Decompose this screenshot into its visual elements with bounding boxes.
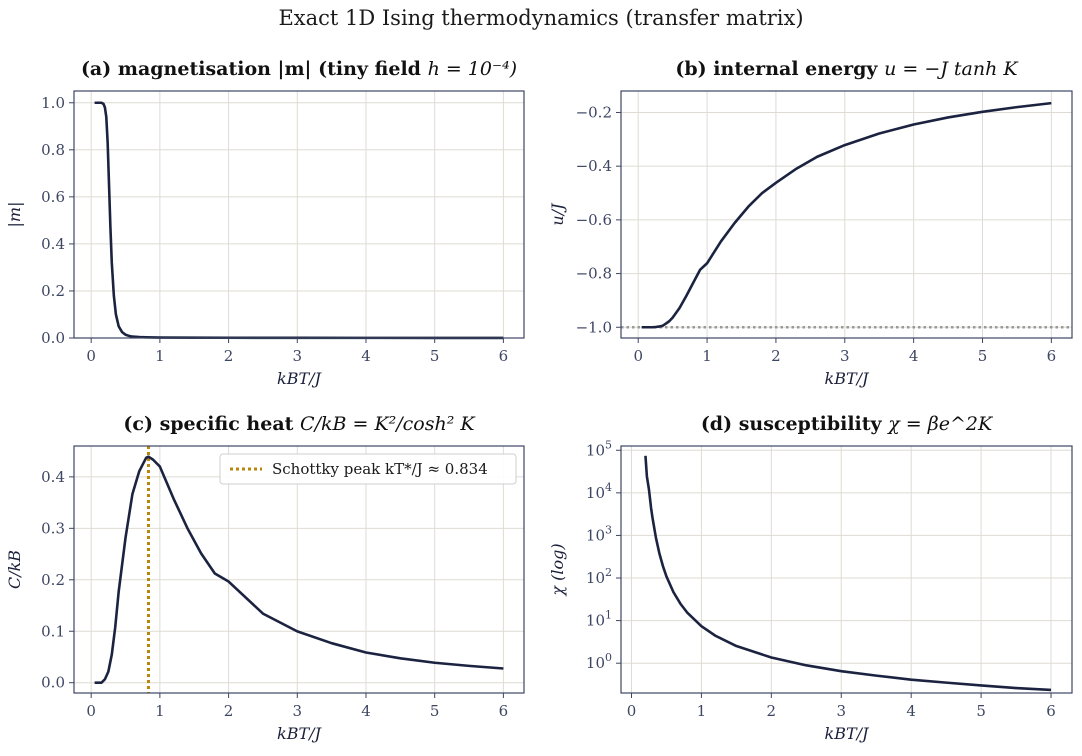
x-tick-label: 0 [86,702,96,720]
panel-b: 0 1 2 3 4 5 6 −1.0 −0.8 −0.6 −0.4 −0.2 kBT/J u/J (b) i… [548,58,1073,388]
y-axis-label: |m| [5,202,24,228]
y-axis-label: χ (log) [548,543,567,596]
x-tick-label: 4 [361,702,371,720]
x-tick-label: 1 [155,702,165,720]
x-axis-label: kBT/J [277,724,323,743]
y-tick-label: 100 [586,651,612,672]
y-tick-label: 0.4 [41,235,65,253]
y-tick-label: 103 [586,523,612,544]
y-tick-label: −0.8 [576,265,612,283]
x-tick-label: 0 [86,347,96,365]
x-tick-label: 2 [771,347,781,365]
x-tick-label: 6 [1046,702,1056,720]
y-tick-label: −0.6 [576,211,612,229]
y-tick-label: 0.8 [41,141,65,159]
x-tick-label: 3 [293,347,303,365]
x-tick-label: 3 [840,347,850,365]
x-tick-label: 1 [155,347,165,365]
x-tick-label: 5 [430,702,440,720]
y-tick-label: 0.1 [41,622,65,640]
panel-a: 0 1 2 3 4 5 6 0.0 0.2 0.4 0.6 0.8 1.0 kBT/J |m| (a) mag… [5,58,525,388]
panel-title: (c) specific heat C/kB = K²/cosh² K [123,413,476,435]
y-tick-label: 101 [586,609,612,630]
x-tick-label: 6 [1047,347,1057,365]
legend: Schottky peak kT*/J ≈ 0.834 [219,453,517,485]
x-tick-label: 4 [909,347,919,365]
series-line [644,455,1052,692]
x-tick-label: 5 [976,702,986,720]
y-tick-label: 0.2 [41,571,65,589]
x-tick-label: 3 [836,702,846,720]
y-tick-label: −0.2 [576,103,612,121]
y-axis-label: C/kB [5,550,24,589]
axes-frame [73,90,525,339]
series-line [94,101,504,340]
x-tick-label: 3 [293,702,303,720]
legend-box [219,453,517,485]
y-tick-label: 0.6 [41,188,65,206]
y-tick-label: 0.2 [41,282,65,300]
y-tick-label: 0.4 [41,468,65,486]
y-tick-label: 0.0 [41,674,65,692]
x-axis-label: kBT/J [825,724,871,743]
x-tick-label: 0 [633,347,643,365]
series-line [641,101,1052,329]
panel-d: 0 1 2 3 4 5 6 100 101 102 103 104 105 kBT/J χ (log) (d)… [548,413,1073,743]
y-tick-label: 0.3 [41,519,65,537]
legend-label: Schottky peak kT*/J ≈ 0.834 [272,460,488,478]
x-tick-label: 1 [697,702,707,720]
y-tick-label: 105 [586,438,612,459]
y-tick-label: 104 [586,481,612,502]
y-axis-label: u/J [548,202,567,226]
axes-frame [620,90,1073,339]
x-axis-label: kBT/J [277,369,323,388]
panel-title: (b) internal energy u = −J tanh K [675,58,1019,80]
x-tick-label: 5 [978,347,988,365]
y-tick-label: 0.0 [41,329,65,347]
x-tick-label: 4 [361,347,371,365]
panel-title: (d) susceptibility χ = βe^2K [701,413,994,435]
axes-frame [620,445,1073,694]
x-tick-label: 2 [224,347,234,365]
y-tick-label: −1.0 [576,318,612,336]
x-tick-label: 4 [906,702,916,720]
axes-frame [73,445,525,694]
y-tick-label: 102 [586,566,612,587]
series-line [94,455,504,685]
y-tick-label: 1.0 [41,94,65,112]
x-tick-label: 2 [224,702,234,720]
x-tick-label: 1 [702,347,712,365]
panel-c: 0 1 2 3 4 5 6 0.0 0.1 0.2 0.3 0.4 kBT/J C/kB (c) speci… [5,413,525,743]
x-tick-label: 0 [627,702,637,720]
y-tick-label: −0.4 [576,157,612,175]
x-tick-label: 2 [767,702,777,720]
figure-title: Exact 1D Ising thermodynamics (transfer … [278,6,804,30]
panel-title: (a) magnetisation |m| (tiny field h = 10… [81,58,517,80]
x-tick-label: 5 [430,347,440,365]
x-tick-label: 6 [499,702,509,720]
x-tick-label: 6 [499,347,509,365]
x-axis-label: kBT/J [825,369,871,388]
